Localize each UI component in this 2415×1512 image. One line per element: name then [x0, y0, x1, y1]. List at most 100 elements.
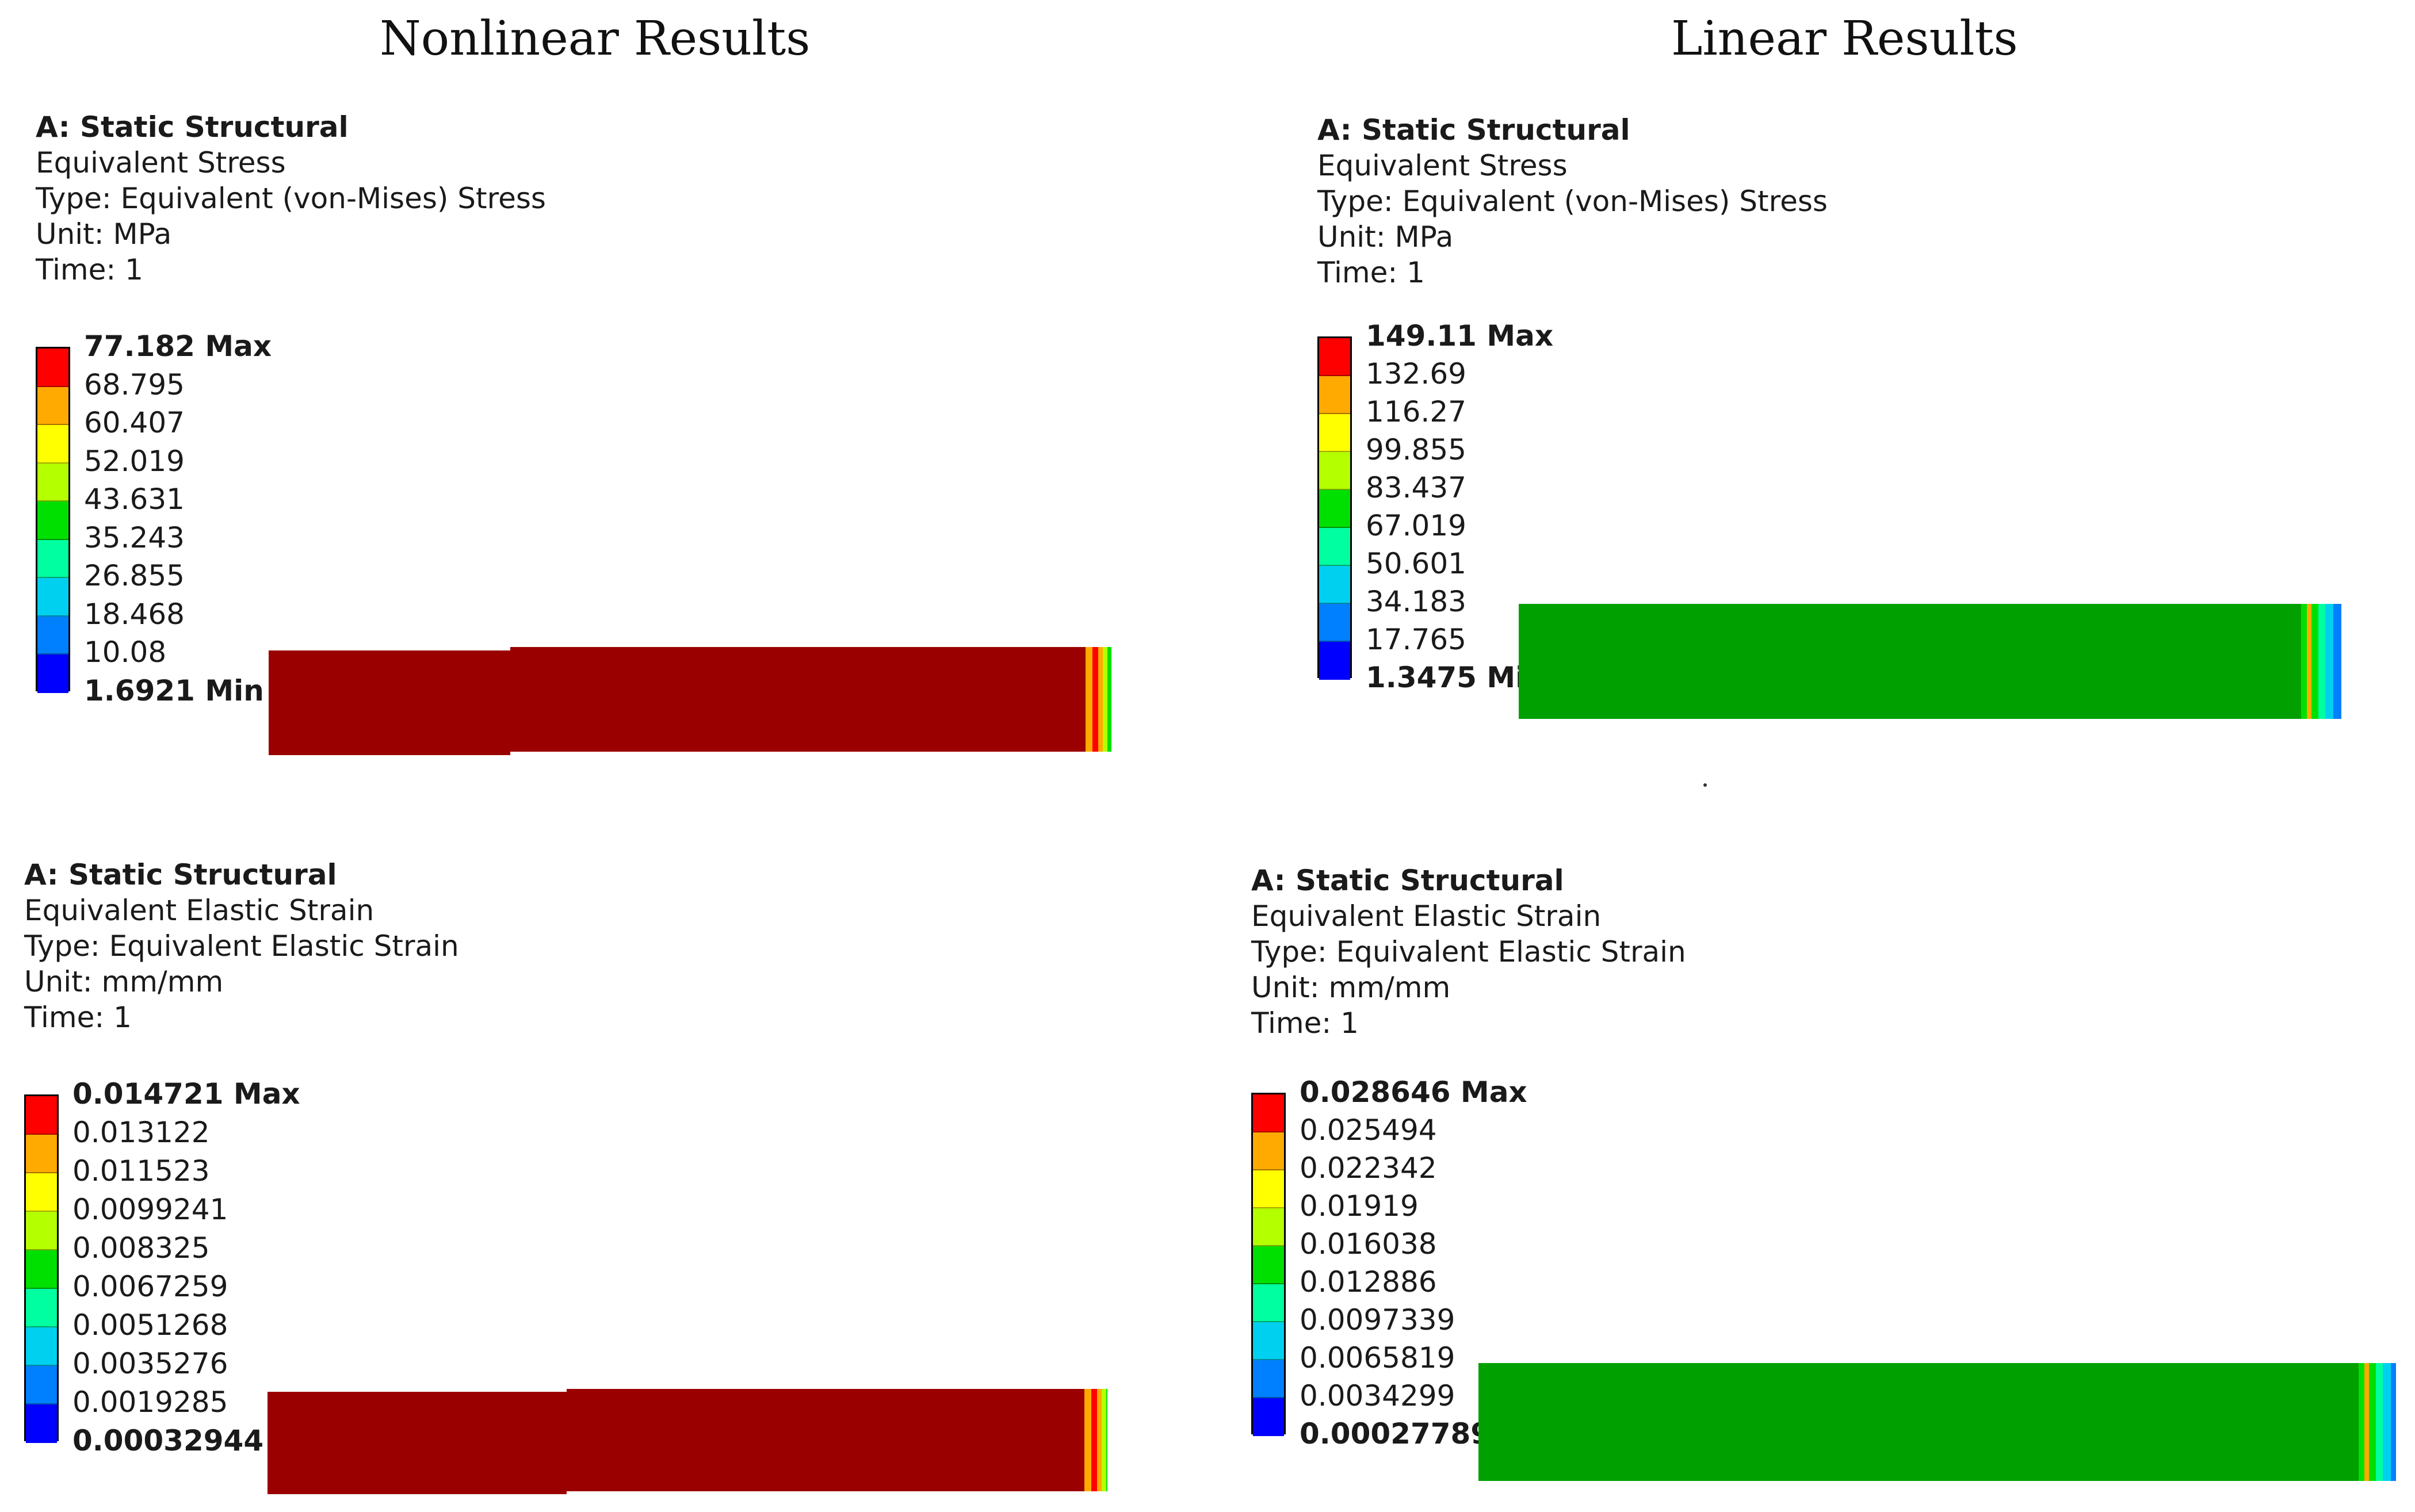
- result-type: Type: Equivalent (von-Mises) Stress: [36, 182, 546, 215]
- legend-level-label: 0.008325: [72, 1231, 210, 1265]
- result-header: A: Static Structural Equivalent Stress T…: [36, 109, 546, 288]
- legend-swatch: [26, 1404, 57, 1443]
- contour-transition-band: [2369, 1363, 2376, 1481]
- legend-swatch: [37, 616, 68, 654]
- contour-transition-band: [1097, 1389, 1102, 1491]
- analysis-name: A: Static Structural: [1317, 113, 1630, 147]
- legend-swatch: [37, 578, 68, 617]
- legend-level-label: 0.0051268: [72, 1308, 228, 1342]
- legend-min-label: 1.6921 Min: [84, 673, 264, 707]
- contour-body-region: [567, 1389, 1084, 1491]
- legend-min-label: 1.3475 Min: [1366, 661, 1546, 694]
- result-time: Time: 1: [1317, 256, 1425, 289]
- result-type: Type: Equivalent (von-Mises) Stress: [1317, 185, 1828, 218]
- legend-level-label: 18.468: [84, 597, 185, 631]
- contour-plot: [1478, 1363, 2396, 1481]
- legend-max-label: 149.11 Max: [1366, 319, 1554, 353]
- legend-level-label: 132.69: [1366, 357, 1466, 391]
- legend-swatch: [1319, 490, 1350, 528]
- legend-level-label: 0.022342: [1300, 1151, 1437, 1185]
- linear-strain-panel: A: Static Structural Equivalent Elastic …: [1251, 863, 2408, 1507]
- contour-transition-band: [2391, 1363, 2396, 1481]
- legend-swatch: [26, 1289, 57, 1327]
- legend-color-bar: [1251, 1093, 1286, 1436]
- contour-transition-band: [2359, 1363, 2364, 1481]
- legend-level-label: 99.855: [1366, 433, 1466, 466]
- legend-swatch: [26, 1250, 57, 1289]
- legend-swatch: [1319, 338, 1350, 376]
- legend-swatch: [26, 1212, 57, 1250]
- legend-swatch: [1319, 604, 1350, 642]
- result-time: Time: 1: [1251, 1006, 1359, 1040]
- analysis-name: A: Static Structural: [1251, 864, 1564, 897]
- legend-level-label: 43.631: [84, 483, 185, 516]
- result-header: A: Static Structural Equivalent Elastic …: [1251, 863, 1686, 1041]
- legend-swatch: [26, 1173, 57, 1212]
- legend-level-label: 116.27: [1366, 395, 1466, 428]
- legend-swatch: [37, 502, 68, 540]
- contour-transition-band: [1102, 1389, 1106, 1491]
- result-header: A: Static Structural Equivalent Elastic …: [24, 857, 459, 1035]
- result-unit: Unit: MPa: [36, 217, 172, 251]
- legend-level-label: 83.437: [1366, 471, 1466, 504]
- stray-dot: [1703, 783, 1707, 787]
- analysis-name: A: Static Structural: [24, 858, 337, 891]
- legend-level-label: 17.765: [1366, 623, 1466, 656]
- result-unit: Unit: MPa: [1317, 220, 1454, 254]
- contour-transition-band: [1091, 1389, 1097, 1491]
- result-type: Type: Equivalent Elastic Strain: [1251, 935, 1686, 969]
- legend-level-label: 0.013122: [72, 1116, 210, 1149]
- contour-transition-band: [2383, 1363, 2391, 1481]
- contour-transition-band: [1107, 647, 1111, 752]
- linear-results-title: Linear Results: [1671, 12, 2018, 66]
- contour-transition-band: [2333, 604, 2341, 719]
- legend-level-label: 35.243: [84, 520, 185, 554]
- legend-swatch: [26, 1327, 57, 1366]
- legend-level-label: 0.0065819: [1300, 1341, 1455, 1375]
- result-header: A: Static Structural Equivalent Stress T…: [1317, 112, 1828, 290]
- legend-swatch: [1319, 452, 1350, 490]
- legend-swatch: [1253, 1360, 1284, 1398]
- result-unit: Unit: mm/mm: [24, 965, 224, 998]
- legend-level-label: 26.855: [84, 559, 185, 592]
- result-name: Equivalent Elastic Strain: [24, 894, 375, 927]
- legend-level-label: 0.0097339: [1300, 1303, 1455, 1337]
- legend-swatch: [37, 654, 68, 693]
- contour-transition-band: [2325, 604, 2333, 719]
- legend-level-label: 0.0067259: [72, 1270, 228, 1303]
- contour-transition-band: [1106, 1389, 1107, 1491]
- legend-level-label: 0.0035276: [72, 1347, 228, 1380]
- contour-body-region: [1478, 1363, 2359, 1481]
- legend-level-label: 10.08: [84, 636, 167, 669]
- legend-level-label: 52.019: [84, 444, 185, 478]
- legend-swatch: [1253, 1284, 1284, 1322]
- legend-swatch: [37, 463, 68, 502]
- contour-transition-band: [2376, 1363, 2383, 1481]
- legend-level-label: 0.012886: [1300, 1265, 1437, 1299]
- nonlinear-stress-panel: A: Static Structural Equivalent Stress T…: [36, 109, 1129, 771]
- legend-swatch: [26, 1096, 57, 1135]
- contour-transition-band: [1098, 647, 1103, 752]
- legend-level-label: 0.025494: [1300, 1113, 1437, 1147]
- legend-color-bar: [36, 347, 70, 693]
- legend-level-label: 50.601: [1366, 547, 1466, 580]
- legend-swatch: [26, 1366, 57, 1404]
- linear-stress-panel: A: Static Structural Equivalent Stress T…: [1317, 112, 2410, 774]
- contour-body-region: [510, 647, 1086, 752]
- contour-body-region: [268, 1392, 567, 1494]
- legend-level-label: 67.019: [1366, 509, 1466, 542]
- result-type: Type: Equivalent Elastic Strain: [24, 929, 459, 963]
- nonlinear-strain-panel: A: Static Structural Equivalent Elastic …: [24, 857, 1146, 1507]
- legend-swatch: [37, 425, 68, 464]
- legend-swatch: [26, 1135, 57, 1173]
- contour-plot: [269, 647, 1111, 755]
- legend-swatch: [1319, 642, 1350, 680]
- contour-body-region: [1519, 604, 2301, 719]
- legend-swatch: [1253, 1322, 1284, 1360]
- contour-transition-band: [1092, 647, 1098, 752]
- legend-swatch: [1253, 1208, 1284, 1246]
- legend-level-label: 0.0099241: [72, 1193, 228, 1226]
- legend-max-label: 0.028646 Max: [1300, 1075, 1527, 1109]
- legend-level-label: 0.011523: [72, 1154, 210, 1188]
- legend-swatch: [1253, 1132, 1284, 1170]
